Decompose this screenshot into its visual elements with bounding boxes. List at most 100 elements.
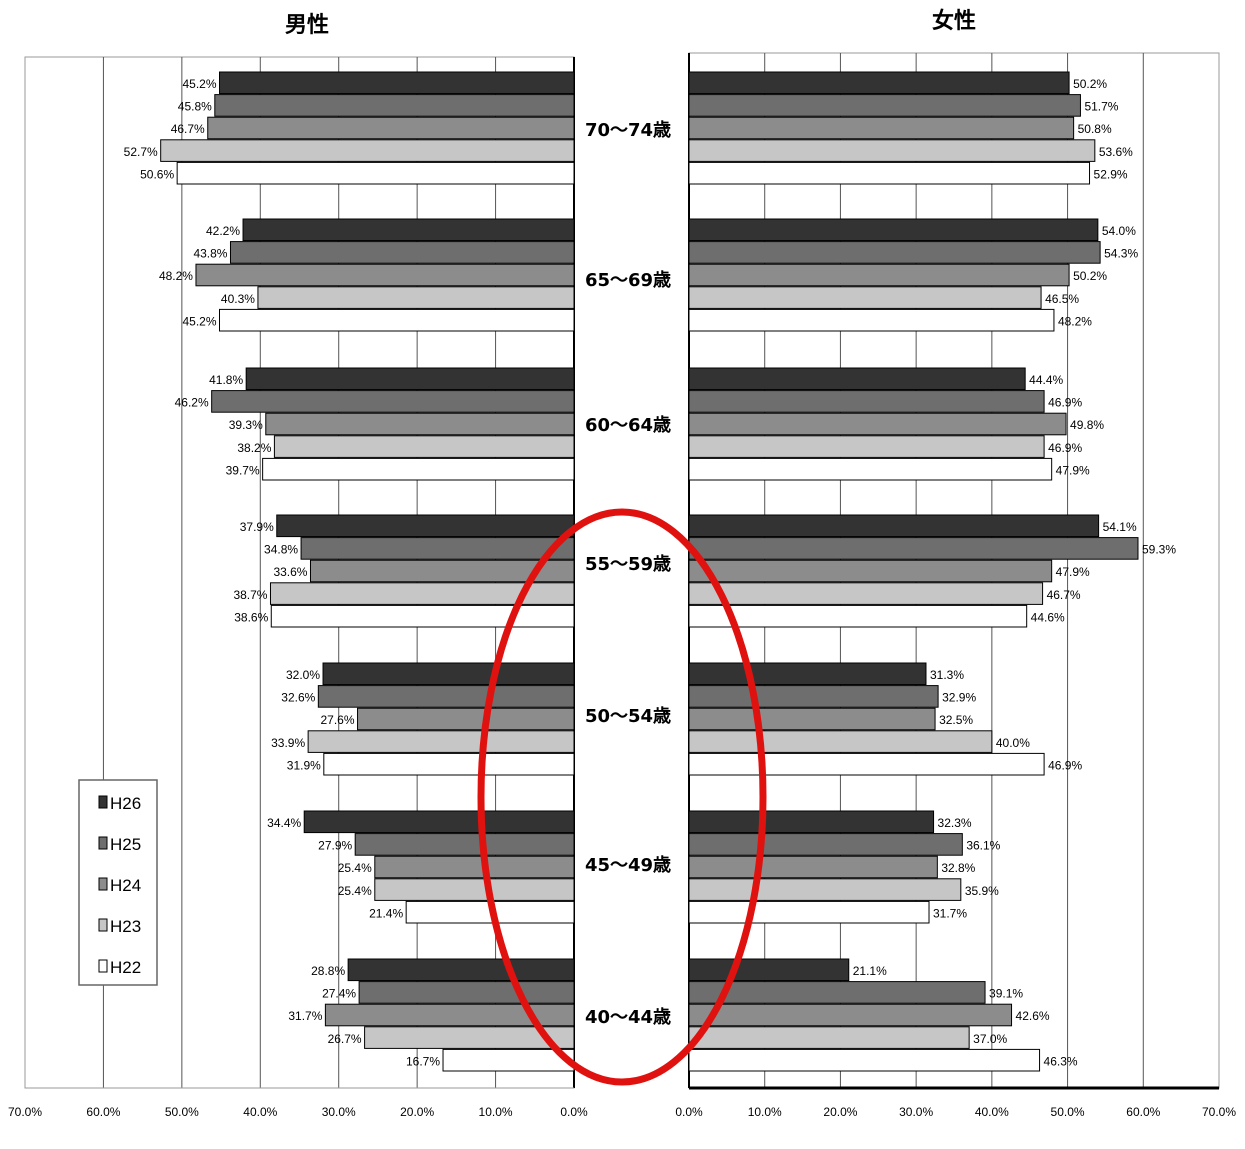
tick-label: 50.0% bbox=[1051, 1105, 1085, 1119]
value-label: 37.9% bbox=[240, 520, 274, 534]
value-label: 33.9% bbox=[271, 736, 305, 750]
bar bbox=[688, 308, 1055, 332]
bar bbox=[688, 116, 1075, 140]
value-label: 47.9% bbox=[1056, 565, 1090, 579]
value-label: 44.6% bbox=[1031, 610, 1065, 624]
bar bbox=[307, 730, 575, 753]
value-label: 50.6% bbox=[140, 167, 174, 181]
tick-label: 30.0% bbox=[322, 1105, 356, 1119]
bar bbox=[688, 981, 986, 1004]
value-label: 52.9% bbox=[1094, 167, 1128, 181]
age-category-label: 70～74歳 bbox=[585, 120, 671, 141]
female-panel-title: 女性 bbox=[932, 8, 976, 34]
bar bbox=[357, 707, 575, 731]
tick-label: 70.0% bbox=[8, 1105, 42, 1119]
value-label: 46.9% bbox=[1048, 441, 1082, 455]
bar bbox=[688, 833, 963, 856]
value-label: 42.2% bbox=[206, 224, 240, 238]
value-label: 54.3% bbox=[1104, 247, 1138, 261]
value-label: 40.0% bbox=[996, 736, 1030, 750]
value-label: 27.9% bbox=[318, 839, 352, 853]
value-label: 46.7% bbox=[1047, 588, 1081, 602]
bar bbox=[229, 241, 575, 264]
value-label: 25.4% bbox=[338, 861, 372, 875]
value-label: 35.9% bbox=[965, 884, 999, 898]
male-panel-title: 男性 bbox=[285, 13, 329, 38]
tick-label: 20.0% bbox=[823, 1105, 857, 1119]
tick-label: 60.0% bbox=[86, 1105, 120, 1119]
value-label: 34.4% bbox=[267, 816, 301, 830]
tick-label: 20.0% bbox=[400, 1105, 434, 1119]
bar bbox=[688, 537, 1139, 560]
tick-label: 10.0% bbox=[748, 1105, 782, 1119]
value-label: 21.4% bbox=[369, 906, 403, 920]
value-label: 27.4% bbox=[322, 987, 356, 1001]
legend-swatch bbox=[98, 795, 108, 809]
value-label: 32.8% bbox=[941, 861, 975, 875]
value-label: 48.2% bbox=[159, 269, 193, 283]
bar bbox=[270, 604, 575, 628]
value-label: 32.3% bbox=[938, 816, 972, 830]
value-labels: 45.2%45.8%46.7%52.7%50.6%42.2%43.8%48.2%… bbox=[124, 77, 1177, 1068]
bar bbox=[688, 514, 1100, 538]
value-label: 16.7% bbox=[406, 1054, 440, 1068]
value-label: 28.8% bbox=[311, 964, 345, 978]
legend: H26 H25 H24 H23 H22 bbox=[78, 779, 158, 986]
value-label: 27.6% bbox=[321, 713, 355, 727]
legend-label: H24 bbox=[110, 876, 141, 895]
value-label: 36.1% bbox=[966, 839, 1000, 853]
bar bbox=[688, 662, 927, 686]
bar bbox=[688, 161, 1091, 185]
value-label: 39.3% bbox=[229, 418, 263, 432]
bar bbox=[688, 412, 1067, 436]
value-label: 50.2% bbox=[1073, 269, 1107, 283]
tick-label: 40.0% bbox=[975, 1105, 1009, 1119]
bar bbox=[688, 435, 1045, 458]
bar bbox=[207, 116, 575, 140]
value-label: 44.4% bbox=[1029, 373, 1063, 387]
legend-swatch bbox=[98, 877, 108, 891]
bar bbox=[688, 752, 1045, 776]
bar bbox=[300, 537, 575, 560]
tick-label: 30.0% bbox=[899, 1105, 933, 1119]
value-label: 54.1% bbox=[1103, 520, 1137, 534]
value-label: 59.3% bbox=[1142, 543, 1176, 557]
age-category-label: 60～64歳 bbox=[585, 415, 671, 436]
bar bbox=[688, 1003, 1013, 1027]
bar bbox=[688, 810, 935, 834]
value-label: 32.5% bbox=[939, 713, 973, 727]
bar bbox=[688, 241, 1101, 264]
legend-label: H22 bbox=[110, 958, 141, 977]
bar bbox=[245, 367, 575, 391]
legend-swatch bbox=[98, 918, 108, 932]
bar bbox=[364, 1026, 575, 1049]
age-category-label: 45～49歳 bbox=[585, 855, 671, 876]
legend-swatch bbox=[98, 836, 108, 850]
bar bbox=[211, 390, 575, 413]
value-label: 34.8% bbox=[264, 543, 298, 557]
tick-label: 0.0% bbox=[560, 1105, 588, 1119]
bar bbox=[688, 390, 1045, 413]
value-label: 42.6% bbox=[1016, 1009, 1050, 1023]
value-label: 46.9% bbox=[1048, 396, 1082, 410]
bar bbox=[219, 71, 575, 95]
bar bbox=[323, 752, 575, 776]
bar bbox=[688, 604, 1028, 628]
bar bbox=[257, 286, 575, 309]
bar bbox=[688, 855, 938, 879]
bar bbox=[688, 263, 1070, 287]
value-label: 32.9% bbox=[942, 691, 976, 705]
value-label: 53.6% bbox=[1099, 145, 1133, 159]
value-label: 25.4% bbox=[338, 884, 372, 898]
age-category-label: 40～44歳 bbox=[585, 1007, 671, 1028]
bar bbox=[688, 958, 850, 982]
value-label: 32.6% bbox=[281, 691, 315, 705]
bar bbox=[688, 457, 1053, 481]
value-label: 46.2% bbox=[175, 396, 209, 410]
bar bbox=[688, 1048, 1041, 1072]
value-label: 48.2% bbox=[1058, 314, 1092, 328]
age-category-labels: 70～74歳 65～69歳 60～64歳 55～59歳 50～54歳 45～49歳 40～4… bbox=[585, 120, 671, 1028]
bar bbox=[322, 662, 575, 686]
value-label: 51.7% bbox=[1084, 100, 1118, 114]
value-label: 41.8% bbox=[209, 373, 243, 387]
